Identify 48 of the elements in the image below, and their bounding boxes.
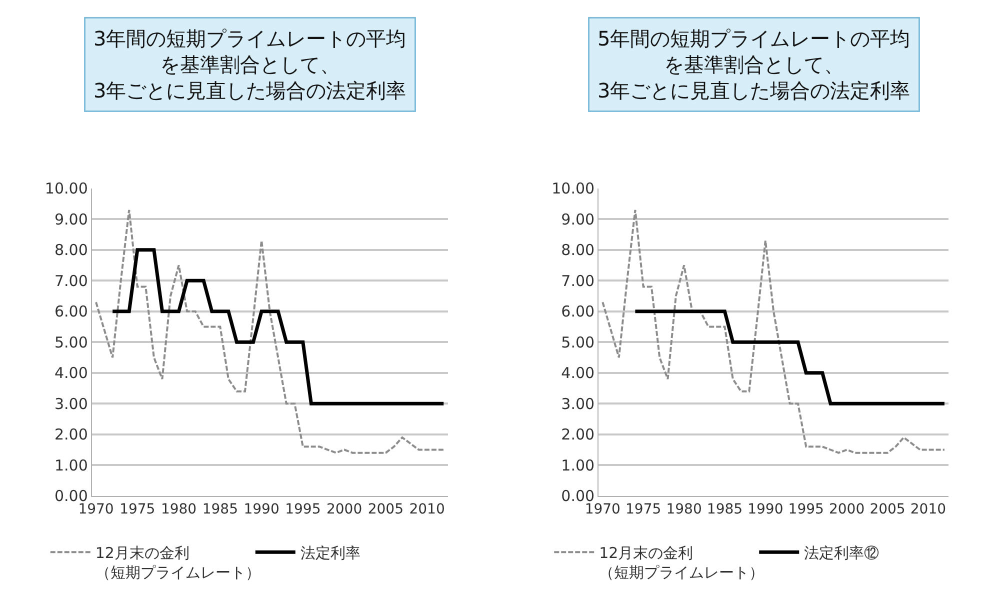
x-tick-label: 1995 [285,502,321,518]
y-tick-label: 10.00 [44,180,88,198]
y-tick-label: 7.00 [54,272,88,290]
y-tick-label: 1.00 [54,456,88,474]
y-tick-label: 10.00 [552,180,595,198]
x-tick-label: 2000 [828,502,865,518]
x-tick-label: 2010 [910,502,946,518]
y-tick-label: 4.00 [561,364,595,382]
x-tick-label: 1975 [120,502,156,518]
line-series [95,208,445,454]
x-tick-label: 1985 [202,502,238,518]
y-tick-label: 2.00 [54,426,88,444]
x-tick-label: 1970 [584,502,620,518]
legend-label: 法定利率⑫ [804,544,880,562]
line-series [602,208,946,454]
x-tick-label: 1980 [666,502,702,518]
x-tick-label: 2010 [409,502,445,518]
chart-title: 3年間の短期プライムレートの平均を基準割合として、3年ごとに見直した場合の法定利率 [94,26,406,102]
y-tick-label: 1.00 [561,456,595,474]
y-tick-label: 2.00 [561,426,595,444]
y-tick-label: 7.00 [561,272,595,290]
y-tick-label: 4.00 [54,364,88,382]
x-tick-label: 1970 [78,502,114,518]
x-tick-label: 1990 [748,502,784,518]
y-tick-label: 5.00 [54,333,88,352]
y-tick-label: 6.00 [54,302,88,321]
legend-label: 12月末の金利（短期プライムレート） [95,544,260,582]
x-tick-label: 1975 [626,502,662,518]
x-tick-label: 2000 [326,502,362,518]
y-tick-label: 8.00 [54,241,88,260]
x-tick-label: 2005 [368,502,404,518]
line-series [110,248,446,406]
y-tick-label: 6.00 [561,302,595,321]
x-tick-label: 1980 [160,502,197,518]
y-tick-label: 9.00 [561,210,595,228]
legend-label: 法定利率 [300,544,360,562]
x-tick-label: 1985 [706,502,743,518]
x-tick-label: 1990 [244,502,280,518]
y-tick-label: 8.00 [561,241,595,260]
x-tick-label: 1995 [788,502,824,518]
y-tick-label: 3.00 [561,394,595,413]
chart-title: 5年間の短期プライムレートの平均を基準割合として、3年ごとに見直した場合の法定利率 [598,26,910,102]
y-tick-label: 9.00 [54,210,88,228]
x-tick-label: 2005 [870,502,906,518]
y-tick-label: 3.00 [54,394,88,413]
legend-label: 12月末の金利（短期プライムレート） [599,544,764,582]
y-tick-label: 5.00 [561,333,595,352]
line-series [633,310,946,406]
